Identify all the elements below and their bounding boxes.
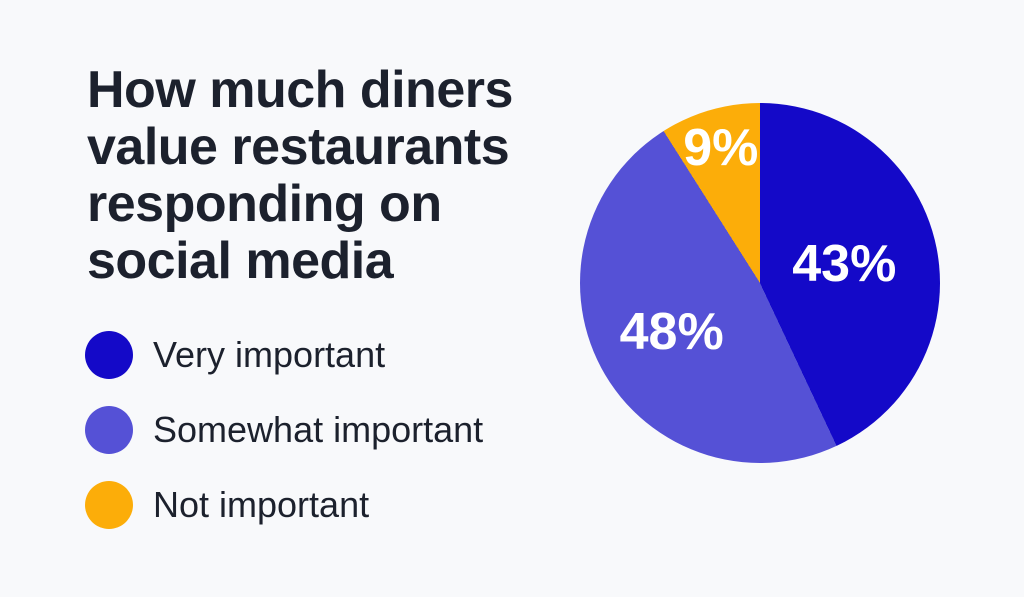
legend-swatch-somewhat-important [85, 406, 133, 454]
legend-item-label: Somewhat important [153, 409, 484, 450]
legend-item: Somewhat important [85, 405, 483, 455]
legend-item: Not important [85, 480, 483, 530]
legend-item-label: Very important [153, 334, 386, 375]
pie-slice-label: 43% [792, 235, 897, 294]
pie-slice-label: 9% [683, 119, 759, 178]
chart-title: How much diners value restaurants respon… [87, 61, 513, 290]
pie-slice-label: 48% [619, 302, 724, 361]
legend-item-label: Not important [153, 484, 370, 525]
pie-chart: 43% 48% 9% [580, 103, 940, 463]
legend-swatch-very-important [85, 331, 133, 379]
legend-swatch-not-important [85, 481, 133, 529]
legend-item: Very important [85, 330, 483, 380]
legend: Very important Somewhat important Not im… [85, 330, 483, 555]
